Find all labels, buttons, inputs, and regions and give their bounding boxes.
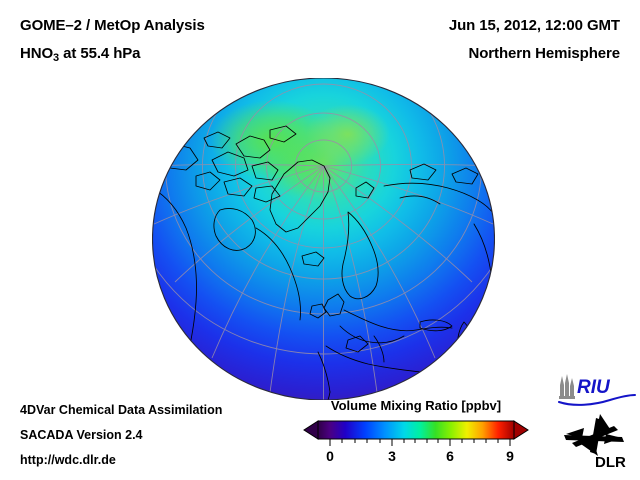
riu-logo: RIU (558, 374, 636, 406)
colorbar-under-arrow (303, 420, 319, 440)
colorbar-tick-0: 0 (326, 448, 334, 464)
dlr-logo-text: DLR (595, 454, 626, 470)
colorbar-tick-3: 9 (506, 448, 514, 464)
colorbar-ticks (329, 439, 511, 446)
source-url-label: http://wdc.dlr.de (20, 453, 116, 467)
dlr-mark-icon (564, 414, 624, 456)
colorbar-over-arrow (513, 420, 529, 440)
colorbar-gradient (317, 420, 515, 440)
globe-orthographic-map (152, 78, 495, 400)
riu-logo-text: RIU (577, 377, 611, 398)
species-level-suffix: at 55.4 hPa (59, 45, 141, 62)
riu-wave-icon (558, 394, 636, 406)
colorbar-title: Volume Mixing Ratio [ppbv] (330, 398, 502, 413)
species-formula-prefix: HNO (20, 45, 54, 62)
dlr-logo: DLR (564, 414, 626, 470)
hemisphere-label: Northern Hemisphere (468, 45, 621, 62)
valid-datetime-label: Jun 15, 2012, 12:00 GMT (448, 17, 620, 34)
species-level-label: HNO3 at 55.4 hPa (20, 45, 141, 64)
assimilation-method-label: 4DVar Chemical Data Assimilation (20, 403, 223, 417)
colorbar-tick-2: 6 (446, 448, 454, 464)
globe-limb-outline (152, 78, 495, 400)
colorbar: Volume Mixing Ratio [ppbv] (300, 398, 540, 476)
species-formula-subscript: 3 (53, 52, 60, 64)
riu-tower-icon (559, 374, 575, 399)
page-title: GOME–2 / MetOp Analysis (20, 17, 205, 34)
version-label: SACADA Version 2.4 (20, 428, 143, 442)
colorbar-scale (303, 420, 529, 446)
colorbar-tick-1: 3 (388, 448, 396, 464)
